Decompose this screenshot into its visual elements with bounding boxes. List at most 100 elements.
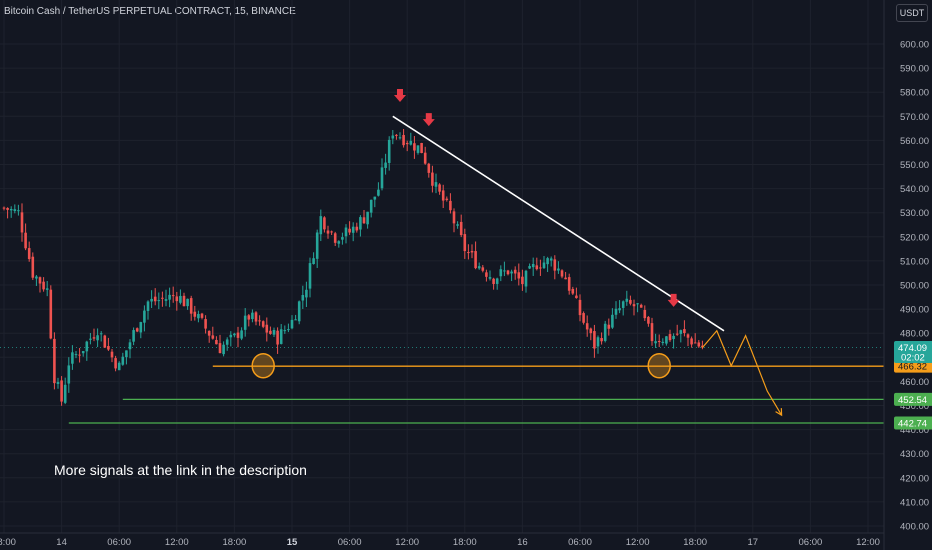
candle-body [254,312,258,322]
candle-body [452,211,456,224]
time-tick-label: 06:00 [338,537,362,548]
candle-body [78,354,81,356]
candle-body [675,333,679,335]
candle-body [380,167,384,189]
time-tick-label: 12:00 [395,537,419,548]
candle-body [409,140,413,145]
candle-body [110,351,114,358]
candle-body [42,281,45,290]
price-tick-label: 450.00 [900,401,929,412]
candle-body [359,217,362,230]
candle-body [420,142,423,154]
price-tick-label: 600.00 [900,40,929,51]
candle-body [387,139,391,163]
candle-body [463,234,467,252]
candle-body [150,298,153,302]
time-tick-label: 06:00 [799,537,823,548]
candle-body [470,250,474,253]
projection-arrowhead [775,408,783,417]
candle-body [279,329,283,344]
candle-body [323,217,326,230]
candle-body [179,295,182,303]
candle-body [488,277,492,279]
candle-body [614,308,618,315]
candle-body [629,299,632,304]
candle-body [495,278,499,284]
candle-body [632,304,636,307]
candle-body [200,313,204,318]
candle-body [211,335,215,339]
price-tick-label: 530.00 [900,208,929,219]
candle-body [107,346,110,350]
level-price-tag [894,416,932,430]
candle-body [96,335,99,341]
candle-body [261,321,265,327]
currency-unit-button[interactable]: USDT [896,4,928,22]
candle-body [402,135,405,146]
candle-body [132,330,135,342]
candle-body [189,298,193,314]
resistance-trend-line [392,115,725,332]
last-price-tag [894,340,932,363]
candle-body [258,320,261,322]
time-tick-label: 06:00 [107,537,131,548]
time-tick-label: 16 [517,537,528,548]
candle-body [31,256,35,278]
candle-body [661,341,665,343]
candle-body [686,334,690,338]
candle-body [600,338,603,342]
candle-body [467,252,470,254]
price-tick-label: 540.00 [900,184,929,195]
candle-body [506,270,510,275]
candle-body [276,330,279,345]
price-tick-label: 500.00 [900,281,929,292]
candle-body [377,189,380,196]
candle-body [56,382,60,384]
candle-body [355,226,359,231]
price-tick-label: 420.00 [900,473,929,484]
candle-body [693,342,697,344]
candle-body [269,330,272,334]
candle-body [27,248,31,260]
candle-body [528,266,531,269]
candle-body [683,329,686,334]
candle-body [9,208,13,211]
candle-body [618,308,621,311]
candle-body [585,323,589,330]
candle-body [89,338,92,340]
candle-body [85,341,89,352]
candle-body [366,211,369,225]
candle-body [650,323,654,342]
candle-body [301,295,305,301]
candles-layer [2,129,704,406]
candle-body [603,323,607,341]
time-tick-label: 06:00 [568,537,592,548]
candle-body [143,310,146,323]
candle-body [405,143,409,145]
candle-body [20,212,24,233]
candle-body [398,137,402,139]
candle-body [416,145,420,153]
candle-body [175,296,179,302]
time-tick-label: 18:00 [0,537,16,548]
candle-body [60,380,63,402]
candle-body [679,330,683,334]
candle-body [589,328,593,334]
candle-body [434,182,438,187]
projection-path [701,329,783,416]
price-levels-layer [0,346,884,424]
candle-body [643,309,647,319]
candle-body [477,266,481,269]
candle-body [596,337,600,347]
candle-body [517,272,521,279]
candle-body [575,295,578,299]
candle-body [611,314,614,328]
candle-body [218,343,222,354]
candle-body [445,198,449,200]
candle-body [6,207,9,210]
price-tick-label: 440.00 [900,425,929,436]
support-touch-circle [251,352,275,379]
level-price-tag-label: 466.32 [898,362,927,373]
candle-body [157,300,161,302]
